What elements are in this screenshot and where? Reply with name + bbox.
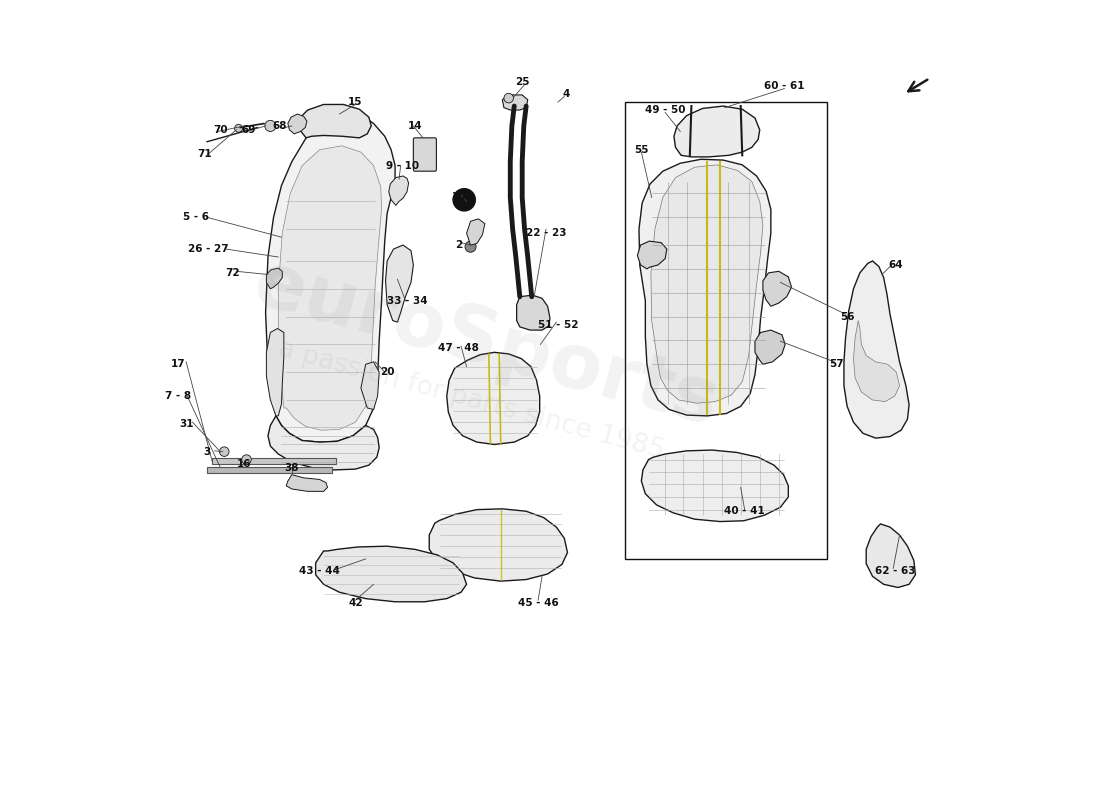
Text: 71: 71 xyxy=(197,149,211,158)
Text: 30: 30 xyxy=(451,193,466,202)
Text: 26 - 27: 26 - 27 xyxy=(188,244,229,254)
Circle shape xyxy=(504,94,514,103)
Polygon shape xyxy=(266,329,284,416)
FancyBboxPatch shape xyxy=(414,138,437,171)
Polygon shape xyxy=(266,268,283,289)
Text: 2: 2 xyxy=(455,240,462,250)
Polygon shape xyxy=(212,458,336,463)
Text: 72: 72 xyxy=(224,268,240,278)
Polygon shape xyxy=(386,245,414,322)
Text: 49 - 50: 49 - 50 xyxy=(645,105,685,115)
Text: 42: 42 xyxy=(348,598,363,607)
Polygon shape xyxy=(755,330,785,364)
Circle shape xyxy=(453,189,475,211)
Text: 16: 16 xyxy=(236,458,252,469)
Text: 51 - 52: 51 - 52 xyxy=(538,319,579,330)
Text: 38: 38 xyxy=(285,462,299,473)
Polygon shape xyxy=(651,165,763,403)
Polygon shape xyxy=(517,295,550,330)
Text: 64: 64 xyxy=(889,260,903,270)
Text: 43 - 44: 43 - 44 xyxy=(299,566,340,576)
Text: 56: 56 xyxy=(840,311,855,322)
Text: 14: 14 xyxy=(408,121,422,131)
Circle shape xyxy=(242,455,251,464)
Polygon shape xyxy=(429,509,568,581)
Text: euroSports: euroSports xyxy=(246,246,727,442)
Polygon shape xyxy=(388,176,408,206)
Text: 47 - 48: 47 - 48 xyxy=(438,343,480,354)
Polygon shape xyxy=(637,241,667,269)
Polygon shape xyxy=(854,321,900,402)
Text: 40 - 41: 40 - 41 xyxy=(724,506,764,516)
Polygon shape xyxy=(265,110,395,442)
Circle shape xyxy=(234,124,243,132)
Text: 70: 70 xyxy=(213,125,228,135)
Polygon shape xyxy=(466,219,485,245)
Polygon shape xyxy=(361,362,379,410)
Text: 55: 55 xyxy=(634,145,649,154)
Polygon shape xyxy=(268,416,379,470)
Text: 15: 15 xyxy=(348,97,363,107)
Text: 33 - 34: 33 - 34 xyxy=(387,296,427,306)
Polygon shape xyxy=(866,524,915,587)
Text: 17: 17 xyxy=(170,359,186,370)
Text: 62 - 63: 62 - 63 xyxy=(876,566,916,576)
Polygon shape xyxy=(674,106,760,157)
Bar xyxy=(625,102,827,559)
Text: 20: 20 xyxy=(379,367,395,377)
Text: 68: 68 xyxy=(273,121,287,131)
Polygon shape xyxy=(447,352,540,445)
Text: 31: 31 xyxy=(179,419,194,429)
Polygon shape xyxy=(763,271,792,306)
Polygon shape xyxy=(286,474,328,491)
Text: 45 - 46: 45 - 46 xyxy=(518,598,559,607)
Circle shape xyxy=(265,120,276,131)
Text: 4: 4 xyxy=(562,89,570,99)
Polygon shape xyxy=(503,95,528,110)
Text: 9 - 10: 9 - 10 xyxy=(386,161,419,170)
Polygon shape xyxy=(288,114,307,134)
Polygon shape xyxy=(207,466,331,473)
Text: 60 - 61: 60 - 61 xyxy=(764,81,804,91)
Polygon shape xyxy=(300,105,372,138)
Polygon shape xyxy=(639,159,771,416)
Polygon shape xyxy=(641,450,789,522)
Text: 57: 57 xyxy=(828,359,844,370)
Circle shape xyxy=(465,241,476,252)
Text: 22 - 23: 22 - 23 xyxy=(526,228,566,238)
Text: 5 - 6: 5 - 6 xyxy=(184,212,209,222)
Text: 7 - 8: 7 - 8 xyxy=(165,391,191,401)
Text: 69: 69 xyxy=(241,125,255,135)
Text: a passion for parts since 1985: a passion for parts since 1985 xyxy=(275,336,667,464)
Polygon shape xyxy=(844,261,909,438)
Polygon shape xyxy=(278,146,382,430)
Polygon shape xyxy=(316,546,466,602)
Circle shape xyxy=(220,447,229,457)
Text: 25: 25 xyxy=(515,78,529,87)
Text: 3: 3 xyxy=(204,446,210,457)
